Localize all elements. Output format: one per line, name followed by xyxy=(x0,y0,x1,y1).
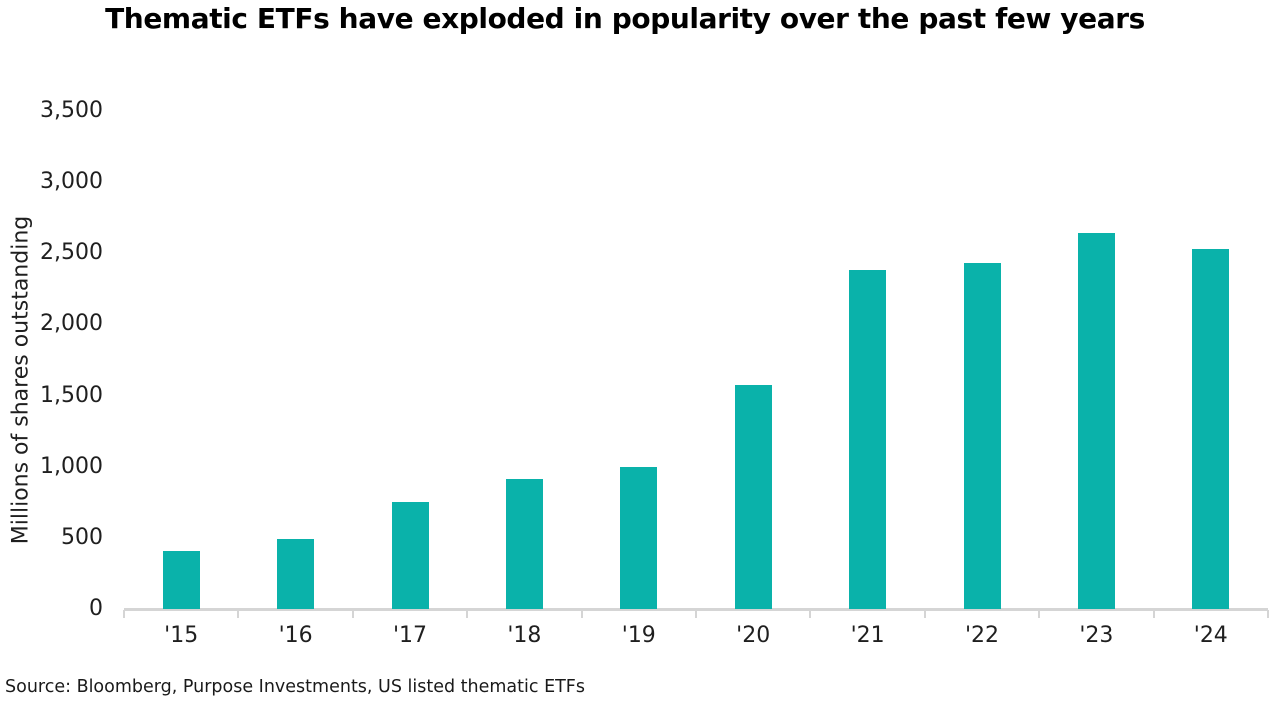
bar-16 xyxy=(277,539,315,609)
x-axis-tick-label: '21 xyxy=(850,623,885,648)
y-axis-tick-label: 1,000 xyxy=(40,453,103,479)
y-axis-tick-label: 3,500 xyxy=(40,98,103,123)
x-axis-tick-mark xyxy=(923,610,926,618)
x-axis-tick-label: '17 xyxy=(392,623,428,648)
y-axis-tick-label: 1,500 xyxy=(40,382,103,408)
source-note: Source: Bloomberg, Purpose Investments, … xyxy=(5,677,585,697)
x-axis-tick-label: '23 xyxy=(1079,623,1114,648)
x-axis-tick-label: '22 xyxy=(964,623,1000,648)
y-axis-tick-label: 3,000 xyxy=(40,169,103,195)
chart-title: Thematic ETFs have exploded in popularit… xyxy=(105,2,1145,35)
x-axis-tick-label: '18 xyxy=(507,623,542,648)
x-axis-tick-mark xyxy=(695,610,697,618)
x-axis-tick-mark xyxy=(1152,610,1155,618)
bar-15 xyxy=(162,551,200,609)
x-axis-tick-mark xyxy=(466,610,469,618)
bar-18 xyxy=(505,478,543,609)
x-axis-tick-label: '19 xyxy=(621,623,656,648)
bar-23 xyxy=(1077,233,1115,609)
bar-24 xyxy=(1192,249,1230,609)
x-axis-tick-mark xyxy=(580,610,583,618)
x-axis-tick-label: '16 xyxy=(278,623,313,648)
x-axis-line xyxy=(124,608,1268,611)
x-axis-tick-label: '20 xyxy=(736,623,771,648)
y-axis-tick-label: 2,000 xyxy=(40,311,103,337)
x-axis-tick-mark xyxy=(1038,610,1041,618)
x-axis-tick-label: '24 xyxy=(1193,623,1228,648)
x-axis-tick-mark xyxy=(123,610,125,618)
y-axis-tick-label: 2,500 xyxy=(40,240,103,266)
bar-17 xyxy=(391,502,429,609)
y-axis-tick-label: 0 xyxy=(89,596,103,621)
x-axis-tick-mark xyxy=(809,610,812,618)
bar-22 xyxy=(963,263,1001,609)
x-axis-tick-mark xyxy=(351,610,354,618)
x-axis-tick-mark xyxy=(1267,610,1269,618)
bar-19 xyxy=(620,466,658,609)
plot-area: 0 500 1,000 1,500 2,000 2,500 3,000 3,500 '15 '16… xyxy=(40,98,1269,648)
x-axis-tick-mark xyxy=(237,610,240,618)
bar-21 xyxy=(849,270,887,609)
bar-20 xyxy=(734,384,772,609)
x-axis-tick-label: '15 xyxy=(164,623,199,648)
y-axis-tick-label: 500 xyxy=(61,524,103,550)
